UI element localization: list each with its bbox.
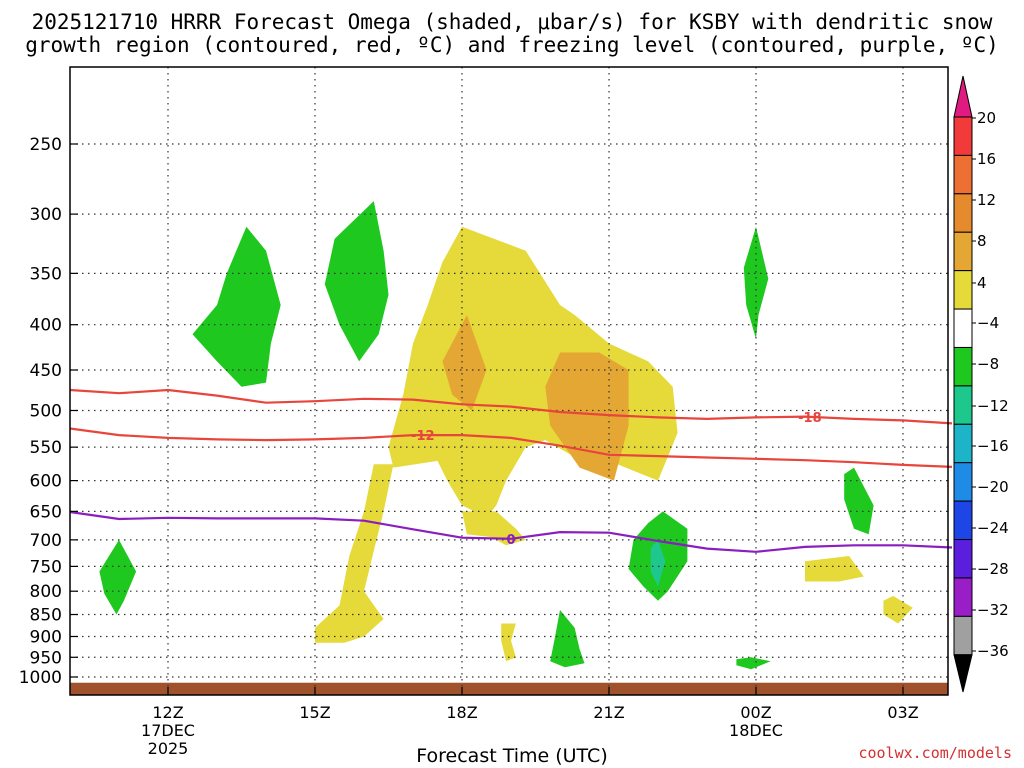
y-tick-label: 800 <box>30 582 62 602</box>
colorbar-label: −28 <box>977 560 1009 578</box>
omega-region <box>844 467 874 535</box>
ground-terrain <box>70 682 948 695</box>
colorbar-label: −20 <box>977 478 1009 496</box>
y-tick-label: 850 <box>30 606 62 626</box>
colorbar-label: −12 <box>977 397 1009 415</box>
y-tick-label: 350 <box>30 264 62 284</box>
colorbar-swatch <box>953 346 973 387</box>
colorbar-swatch <box>953 116 973 156</box>
colorbar-label: −8 <box>977 355 999 373</box>
omega-fields <box>70 201 948 695</box>
colorbar-label: −32 <box>977 601 1009 619</box>
omega-region <box>650 539 666 587</box>
omega-region <box>442 315 487 411</box>
colorbar-label: −36 <box>977 642 1009 660</box>
x-tick-label: 03Z <box>887 703 918 722</box>
y-tick-label: 250 <box>30 135 62 155</box>
y-tick-label: 1000 <box>19 668 62 688</box>
omega-region <box>883 596 913 624</box>
colorbar-label: −4 <box>977 314 999 332</box>
y-tick-label: 700 <box>30 531 62 551</box>
y-tick-label: 950 <box>30 648 62 668</box>
omega-region <box>550 610 585 668</box>
axes: 2503003504004505005506006507007508008509… <box>19 66 949 758</box>
y-tick-label: 400 <box>30 316 62 336</box>
colorbar-label: 12 <box>977 191 996 209</box>
plot-frame <box>69 66 949 696</box>
chart-title-line2: growth region (contoured, red, ºC) and f… <box>25 33 999 57</box>
y-tick-label: 300 <box>30 205 62 225</box>
colorbar-label: −24 <box>977 519 1009 537</box>
colorbar-swatch <box>953 231 973 272</box>
x-tick-label: 18Z <box>446 703 477 722</box>
colorbar-swatch <box>953 423 973 464</box>
y-tick-label: 450 <box>30 361 62 381</box>
dendritic-contour-12-label: -12 <box>411 429 435 444</box>
colorbar-bottom-arrow <box>953 654 973 693</box>
omega-region <box>324 201 389 362</box>
y-tick-label: 600 <box>30 472 62 492</box>
colorbar-label: 4 <box>977 274 987 292</box>
x-tick-label: 00Z <box>740 703 771 722</box>
colorbar-label: 16 <box>977 150 996 168</box>
omega-region <box>501 623 516 662</box>
dendritic-contour-18-label: -18 <box>798 411 822 426</box>
x-tick-label: 12Z <box>152 703 183 722</box>
y-tick-label: 650 <box>30 502 62 522</box>
colorbar: 20 16 12 8 4 −4 −8 −12 −16 −20 −24 −28 −32 −36 <box>953 75 1009 693</box>
grid-lines <box>70 67 948 695</box>
y-tick-label: 750 <box>30 557 62 577</box>
omega-region <box>545 352 629 481</box>
omega-region <box>99 539 137 615</box>
x-tick-date: 18DEC <box>729 721 783 740</box>
chart-title-line1: 2025121710 HRRR Forecast Omega (shaded, … <box>31 10 993 34</box>
dendritic-contour-12-line <box>69 427 953 468</box>
y-tick-label: 900 <box>30 627 62 647</box>
contour-lines: -18 -12 0 <box>69 388 953 553</box>
x-tick-date: 17DEC <box>141 721 195 740</box>
colorbar-swatch <box>953 539 973 579</box>
omega-region <box>736 657 771 670</box>
x-tick-year: 2025 <box>148 739 189 758</box>
omega-region <box>315 464 394 643</box>
colorbar-swatch <box>953 615 973 656</box>
dendritic-contour-18-line <box>69 388 953 425</box>
freezing-level-contour-line <box>69 510 953 553</box>
colorbar-swatch <box>953 385 973 425</box>
y-tick-label: 550 <box>30 438 62 458</box>
colorbar-swatch <box>953 500 973 541</box>
colorbar-label: 8 <box>977 232 987 250</box>
omega-region <box>388 226 678 518</box>
colorbar-swatch <box>953 193 973 233</box>
x-tick-label: 21Z <box>593 703 624 722</box>
omega-region <box>192 226 281 387</box>
freezing-level-contour-label: 0 <box>506 533 515 548</box>
colorbar-swatch <box>953 308 973 348</box>
omega-region <box>743 226 769 339</box>
colorbar-swatch <box>953 462 973 502</box>
x-tick-label: 15Z <box>299 703 330 722</box>
x-axis-title: Forecast Time (UTC) <box>416 745 608 767</box>
colorbar-label: −16 <box>977 437 1009 455</box>
colorbar-swatch <box>953 154 973 195</box>
colorbar-swatch <box>953 577 973 617</box>
colorbar-top-arrow <box>953 75 973 118</box>
colorbar-swatch <box>953 270 973 310</box>
omega-region <box>805 556 864 582</box>
credit-text: coolwx.com/models <box>858 744 1012 762</box>
omega-region <box>462 511 526 546</box>
y-tick-label: 500 <box>30 402 62 422</box>
colorbar-label: 20 <box>977 109 996 127</box>
